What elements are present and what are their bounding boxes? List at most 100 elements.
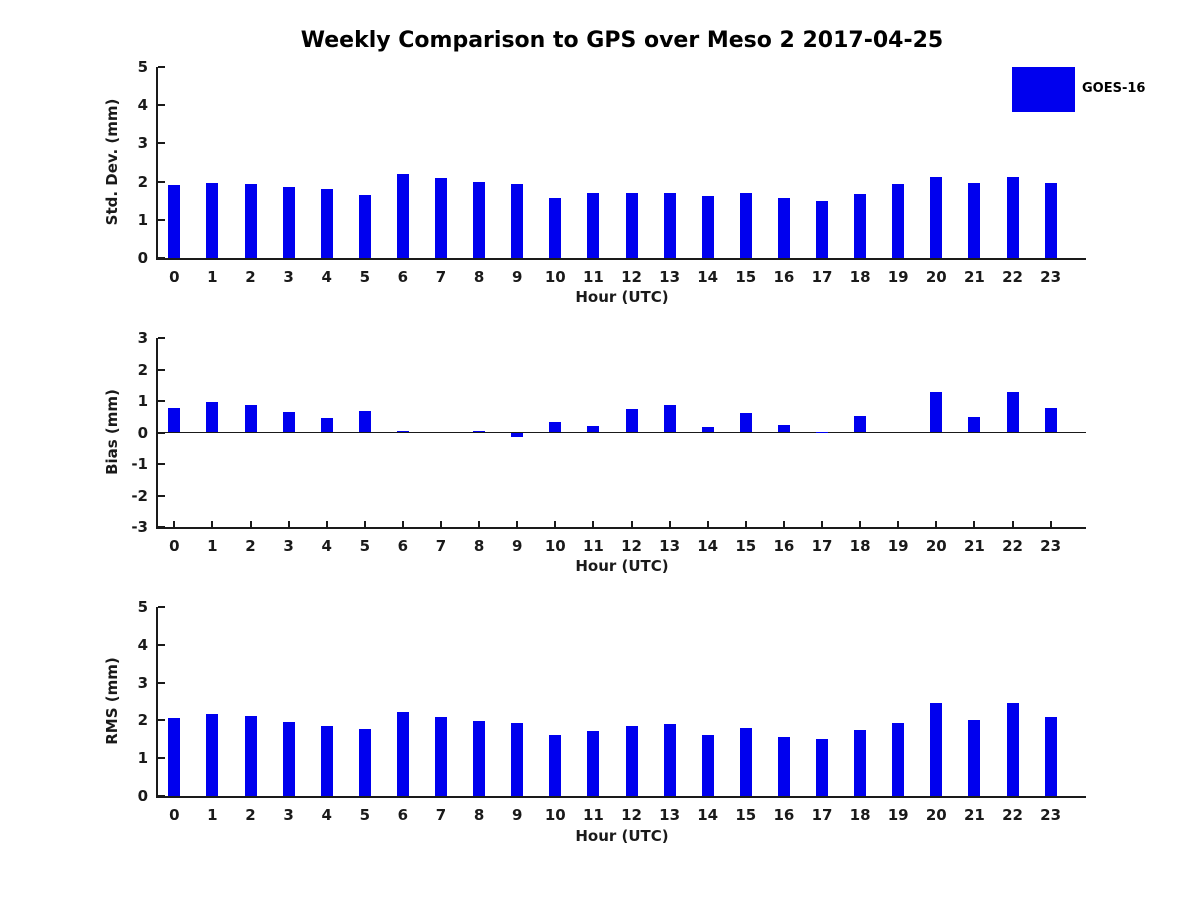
x-tick-label-bias-4: 4 (321, 537, 332, 555)
bar-rms-hour-5 (358, 729, 371, 796)
bar-std-dev-hour-1 (206, 182, 219, 258)
bar-rms-hour-0 (168, 718, 181, 796)
bar-rms-hour-13 (663, 724, 676, 796)
bar-std-dev-hour-13 (663, 193, 676, 258)
x-tick-bias-2 (249, 521, 252, 527)
x-tick-bias-16 (782, 521, 785, 527)
bar-rms-hour-1 (206, 713, 219, 796)
x-tick-label-std-dev-23: 23 (1040, 268, 1062, 286)
x-tick-label-std-dev-1: 1 (207, 268, 218, 286)
x-tick-bias-9 (516, 521, 519, 527)
x-tick-label-rms-1: 1 (207, 806, 218, 824)
bar-bias-hour-9 (511, 432, 524, 438)
y-tick-label-bias-3: 3 (137, 329, 148, 347)
y-tick-rms-0 (158, 795, 165, 797)
x-tick-bias-6 (401, 521, 404, 527)
plot-area-std-dev (156, 66, 1086, 260)
x-tick-bias-17 (821, 521, 823, 527)
y-tick-label-rms-3: 3 (137, 673, 148, 692)
y-tick-bias-3 (158, 337, 165, 339)
bar-std-dev-hour-17 (816, 201, 828, 258)
x-tick-label-bias-2: 2 (245, 537, 256, 555)
y-tick-label-std-dev-0: 0 (137, 249, 148, 267)
y-tick-std-dev-1 (158, 218, 165, 221)
x-tick-label-rms-15: 15 (735, 806, 757, 824)
bar-std-dev-hour-19 (892, 184, 905, 258)
x-tick-label-bias-0: 0 (169, 537, 180, 555)
y-tick-label-std-dev-2: 2 (137, 172, 148, 191)
x-tick-bias-11 (592, 521, 595, 527)
x-tick-label-rms-20: 20 (925, 806, 947, 824)
x-tick-label-rms-5: 5 (359, 806, 371, 824)
bar-bias-hour-13 (663, 405, 676, 433)
bar-std-dev-hour-12 (625, 193, 638, 258)
x-tick-label-rms-21: 21 (963, 806, 985, 824)
x-tick-label-rms-9: 9 (511, 806, 523, 824)
y-tick-label-std-dev-3: 3 (137, 134, 148, 153)
y-tick-label-bias--2: -2 (131, 486, 148, 505)
bar-bias-hour-17 (816, 431, 828, 433)
x-tick-bias-13 (668, 521, 671, 527)
x-tick-label-std-dev-11: 11 (582, 268, 604, 286)
y-tick-bias-1 (158, 400, 165, 402)
bar-rms-hour-3 (282, 721, 295, 796)
bar-bias-hour-8 (473, 431, 486, 433)
bar-bias-hour-6 (396, 430, 409, 433)
bar-std-dev-hour-16 (777, 198, 790, 258)
bar-std-dev-hour-22 (1006, 177, 1019, 258)
x-tick-label-rms-12: 12 (621, 806, 642, 824)
x-tick-label-rms-7: 7 (435, 806, 447, 824)
bar-std-dev-hour-5 (358, 194, 371, 258)
bar-rms-hour-23 (1044, 716, 1057, 796)
x-tick-label-bias-12: 12 (621, 537, 642, 555)
x-tick-label-rms-18: 18 (849, 806, 871, 824)
y-tick-label-rms-0: 0 (137, 787, 148, 805)
x-tick-bias-20 (935, 521, 938, 527)
x-tick-label-rms-4: 4 (321, 806, 332, 824)
bar-rms-hour-14 (701, 734, 714, 796)
y-tick-label-rms-2: 2 (137, 711, 148, 730)
x-tick-bias-21 (973, 521, 976, 527)
bar-std-dev-hour-6 (396, 173, 409, 258)
x-tick-label-bias-19: 19 (887, 537, 909, 555)
bar-rms-hour-16 (777, 736, 790, 796)
bar-rms-hour-7 (435, 717, 447, 796)
plot-area-rms (156, 606, 1086, 798)
x-tick-label-rms-16: 16 (773, 806, 795, 824)
x-tick-label-bias-16: 16 (773, 537, 795, 555)
x-tick-label-bias-10: 10 (544, 537, 566, 555)
x-tick-bias-12 (630, 521, 633, 527)
x-tick-label-std-dev-20: 20 (925, 268, 947, 286)
bar-bias-hour-4 (320, 418, 333, 433)
y-tick-label-std-dev-1: 1 (137, 210, 148, 229)
bar-bias-hour-10 (549, 422, 562, 433)
bar-bias-hour-1 (206, 401, 219, 433)
x-tick-label-rms-2: 2 (245, 806, 256, 824)
x-tick-label-rms-11: 11 (582, 806, 604, 824)
x-tick-label-rms-19: 19 (887, 806, 909, 824)
y-tick-rms-4 (158, 643, 165, 646)
x-tick-label-rms-3: 3 (283, 806, 294, 824)
y-tick-bias-2 (158, 368, 165, 371)
x-tick-label-bias-20: 20 (925, 537, 947, 555)
xlabel-std-dev: Hour (UTC) (575, 288, 669, 306)
y-tick-label-std-dev-4: 4 (137, 96, 148, 115)
y-tick-std-dev-0 (158, 257, 165, 259)
bar-bias-hour-15 (739, 413, 752, 433)
x-tick-label-bias-1: 1 (207, 537, 218, 555)
x-tick-bias-7 (440, 521, 442, 527)
x-tick-label-bias-5: 5 (359, 537, 371, 555)
x-tick-bias-4 (325, 521, 328, 527)
x-tick-label-std-dev-21: 21 (963, 268, 985, 286)
y-tick-bias-0 (158, 431, 165, 434)
x-tick-label-std-dev-9: 9 (511, 268, 523, 286)
bar-bias-hour-2 (244, 405, 257, 433)
y-tick-std-dev-2 (158, 180, 165, 183)
bar-rms-hour-11 (587, 731, 600, 796)
bar-bias-hour-11 (587, 425, 600, 433)
bar-bias-hour-14 (701, 427, 714, 433)
x-tick-label-std-dev-7: 7 (435, 268, 447, 286)
y-tick-label-bias--1: -1 (131, 455, 148, 473)
bar-rms-hour-19 (892, 723, 905, 796)
x-tick-bias-14 (706, 521, 709, 527)
